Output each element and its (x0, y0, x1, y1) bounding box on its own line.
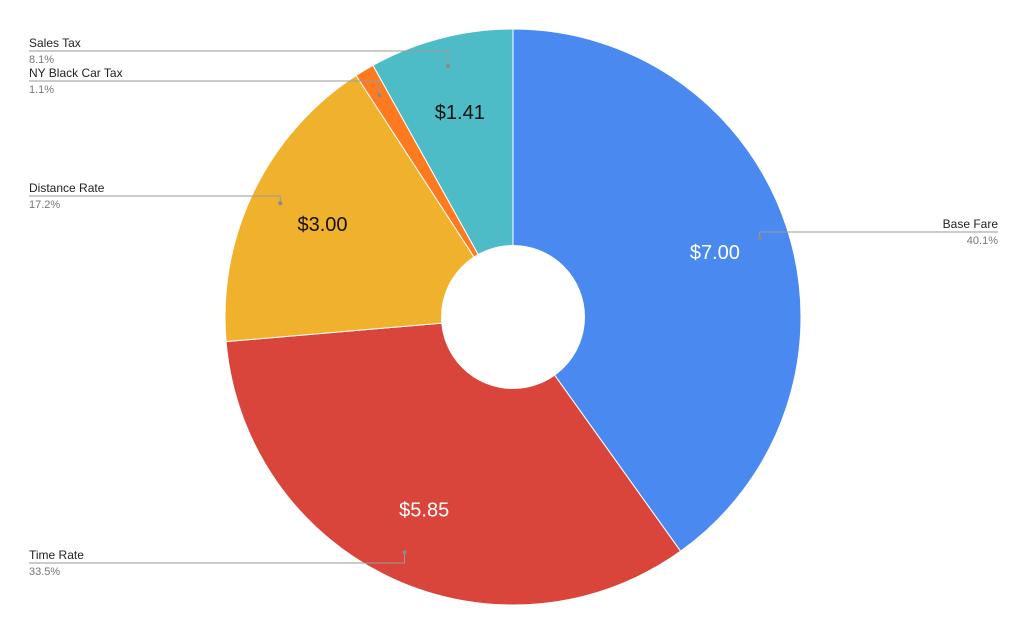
legend-label-time-rate: Time Rate (29, 548, 84, 562)
percent-label-time-rate: 33.5% (29, 566, 60, 578)
callout-dot-distance-rate (278, 201, 283, 206)
callout-line-time-rate (29, 552, 405, 564)
value-label-sales-tax: $1.41 (435, 102, 485, 124)
legend-label-sales-tax: Sales Tax (29, 36, 81, 50)
value-label-distance-rate: $3.00 (297, 214, 347, 236)
donut-hole (441, 245, 585, 389)
callout-line-sales-tax (29, 50, 449, 67)
value-labels-layer: $7.00 $5.85 $3.00 $1.41 (297, 102, 739, 522)
slice-distance-rate (224, 74, 514, 343)
value-label-time-rate: $5.85 (399, 500, 449, 522)
percent-label-sales-tax: 8.1% (29, 54, 54, 66)
value-label-base-fare: $7.00 (690, 242, 740, 264)
donut-hole-layer (441, 245, 585, 389)
callout-dot-sales-tax (446, 64, 450, 69)
callout-dot-ny-black-car-tax (377, 93, 382, 98)
slice-base-fare (512, 28, 802, 552)
callout-line-ny-black-car-tax (29, 80, 380, 96)
legend-label-distance-rate: Distance Rate (29, 181, 105, 195)
callout-dot-base-fare (757, 235, 762, 240)
callout-dot-time-rate (402, 550, 407, 555)
callout-line-distance-rate (29, 195, 281, 204)
callout-line-base-fare (759, 231, 998, 238)
slices-layer (224, 28, 802, 606)
slice-time-rate (225, 316, 682, 606)
legend-label-base-fare: Base Fare (943, 217, 999, 231)
percent-label-distance-rate: 17.2% (29, 199, 60, 211)
percent-label-base-fare: 40.1% (967, 235, 998, 247)
percent-label-ny-black-car-tax: 1.1% (29, 84, 54, 96)
slice-sales-tax (372, 28, 514, 319)
callouts-layer: Base Fare 40.1% Time Rate 33.5% Distance Rat… (29, 36, 998, 578)
legend-label-ny-black-car-tax: NY Black Car Tax (29, 66, 123, 80)
